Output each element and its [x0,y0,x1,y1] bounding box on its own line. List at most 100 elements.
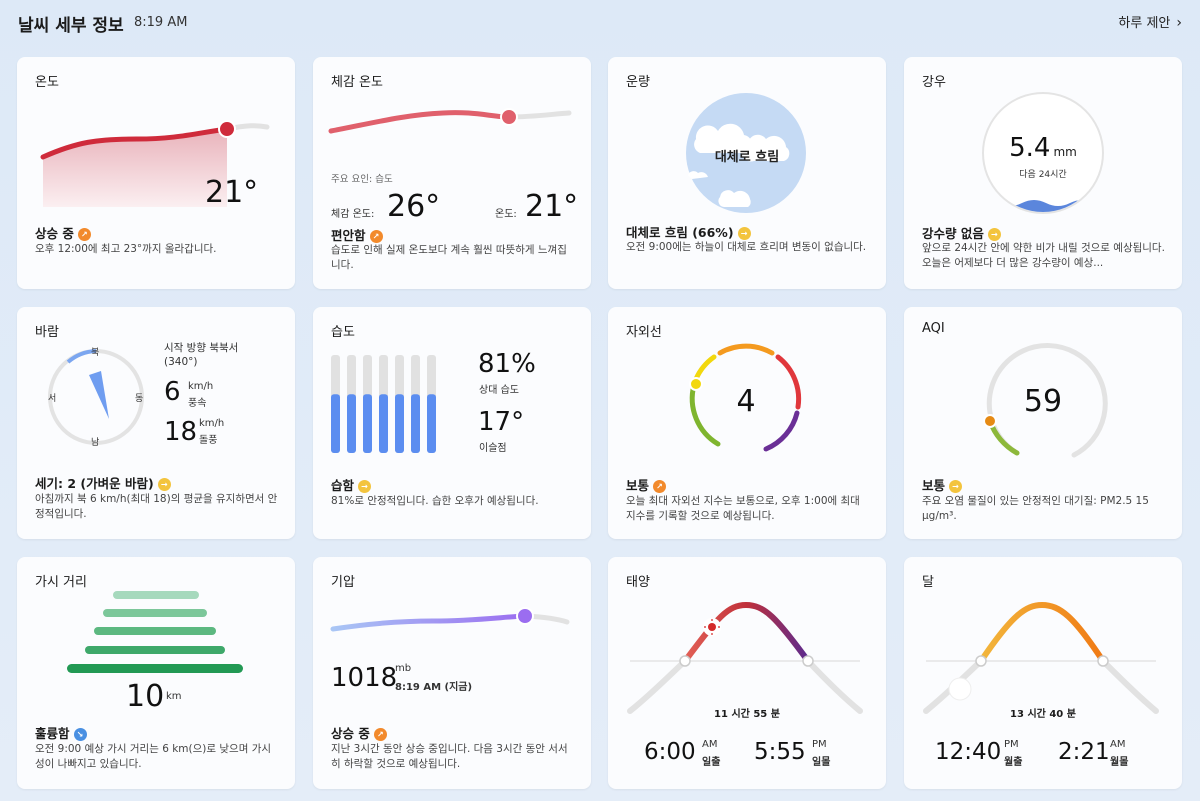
compass-north: 북 [91,348,100,358]
description: 오후 12:00에 최고 23°까지 올라갑니다. [35,243,217,255]
wind-degree: (340°) [164,356,198,368]
status-label: 훌륭함 ↘ [35,723,87,742]
description: 오전 9:00에는 하늘이 대체로 흐리며 변동이 없습니다. [626,241,867,253]
compass-south: 남 [91,438,100,448]
temperature-graph [40,120,270,207]
steady-icon: → [987,228,1001,241]
card-title: 가시 거리 [35,575,87,590]
status-label: 상승 중 ↗ [331,723,387,742]
humidity-bar-fill [395,394,404,453]
description: 81%로 안정적입니다. 습한 오후가 예상됩니다. [331,495,539,507]
card-title: 바람 [35,325,59,340]
moonrise-time: 12:40 [935,739,1002,765]
humidity-bar-fill [347,394,356,453]
humidity-bars [331,355,436,453]
uv-value: 4 [736,384,756,419]
card-title: 온도 [35,75,59,90]
sun-card[interactable]: 태양 11 시간 55 분 6:00 AM 일출 5:55 PM 일몰 [608,557,886,789]
moonrise-ampm: PM [1004,739,1019,750]
rain-amount: 5.4 mm [1009,133,1077,163]
main-factor: 주요 요인: 습도 [331,174,393,185]
visibility-value: 10 [126,679,165,714]
card-title: 강우 [922,75,946,90]
moon-duration: 13 시간 40 분 [1010,709,1076,720]
status-label: 강수량 없음 → [922,223,1001,242]
humidity-card[interactable]: 습도 81% 상대 습도 17° 이슬점 습함 → 81%로 안정적입니다. 습한… [313,307,591,539]
status-label: 대체로 흐림 (66%) → [626,222,751,241]
feels-like-graph [328,108,572,134]
daily-suggestion-link[interactable]: 하루 제안 › [1118,15,1182,31]
status-label: 세기: 2 (가벼운 바람) → [35,473,171,492]
card-title: 습도 [331,325,355,340]
moonset-ampm: AM [1110,739,1126,750]
uv-index-card[interactable]: 자외선 4 보통 ↗ 오늘 최대 자외선 지수는 보통으로, 오후 1:00에 최… [608,307,886,539]
trend-icon: ↗ [369,230,383,243]
temperature-card[interactable]: 온도 21° 상승 중 ↗ 오후 12:00에 최고 23°까지 올라갑니다. [17,57,295,289]
header: 날씨 세부 정보 8:19 AM 하루 제안 › [18,10,1182,40]
sunrise-time: 6:00 [644,739,696,765]
moonrise-label: 월출 [1004,757,1023,768]
steady-icon: → [358,480,372,493]
chevron-right-icon: › [1176,15,1182,31]
cloud-sky-graphic [686,93,806,213]
trend-up-icon: ↗ [77,228,91,241]
status-label: 습함 → [331,475,372,494]
description: 오늘 최대 자외선 지수는 보통으로, 오후 1:00에 최대 지수를 기록할 … [626,495,860,522]
trend-icon: ↗ [653,480,667,493]
wind-speed-unit: km/h [188,381,214,392]
pressure-unit: mb [395,663,412,674]
aqi-gauge [983,343,1108,458]
pressure-card[interactable]: 기압 1018 mb 8:19 AM (지금) 상승 중 ↗ 지난 3시간 동안 … [313,557,591,789]
status-label: 보통 → [922,475,963,494]
temp-label: 온도: [495,209,517,220]
sunset-time: 5:55 [754,739,806,765]
moonset-label: 월몰 [1110,757,1129,768]
pressure-time: 8:19 AM (지금) [395,682,473,693]
humidity-label: 상대 습도 [479,385,519,396]
description: 아침까지 북 6 km/h(최대 18)의 평균을 유지하면서 안정적입니다. [35,493,278,520]
card-title: 자외선 [626,325,662,340]
description: 앞으로 24시간 안에 약한 비가 내릴 것으로 예상됩니다. 오늘은 어제보다… [922,242,1165,269]
visibility-card[interactable]: 가시 거리 10 km 훌륭함 ↘ 오전 9:00 예상 가시 거리는 6 km(… [17,557,295,789]
feels-label: 체감 온도: [331,209,375,220]
precipitation-card[interactable]: 강우 5.4 mm 다음 24시간 강수량 없음 → 앞으로 24시간 안에 약한 … [904,57,1182,289]
sunset-ampm: PM [812,739,827,750]
wind-speed-label: 풍속 [188,398,207,409]
trend-down-icon: ↘ [73,728,87,741]
steady-icon: → [949,480,963,493]
feels-value: 26° [387,189,441,224]
moon-arc [923,601,1159,714]
moonset-time: 2:21 [1058,739,1110,765]
wind-direction: 시작 방향 북북서 [164,342,239,354]
wind-compass [48,349,144,445]
sunset-label: 일몰 [812,757,831,768]
sunrise-label: 일출 [702,757,721,768]
cloud-cover-card[interactable]: 운량 대체로 흐림 대체로 흐림 (66%) → 오전 9:00에는 하늘이 대체… [608,57,886,289]
visibility-bars [67,591,243,673]
humidity-value: 81% [478,349,536,379]
card-title: 달 [922,575,934,590]
card-title: 운량 [626,75,650,90]
temperature-value: 21° [205,175,259,210]
wind-speed: 6 [164,377,181,407]
compass-west: 서 [48,394,57,404]
dew-point-value: 17° [478,407,525,437]
feels-like-card[interactable]: 체감 온도 주요 요인: 습도 체감 온도: 26° 온도: 21° 편안함 ↗ … [313,57,591,289]
card-title: AQI [922,321,945,336]
steady-icon: → [157,478,171,491]
gust-label: 돌풍 [199,435,218,446]
sunrise-ampm: AM [702,739,718,750]
dew-point-label: 이슬점 [479,443,507,454]
status-label: 편안함 ↗ [331,225,383,244]
humidity-bar-fill [427,394,436,453]
visibility-unit: km [166,691,182,702]
daylight-duration: 11 시간 55 분 [714,709,780,720]
uv-gauge [689,343,802,452]
temp-value: 21° [525,189,579,224]
moon-card[interactable]: 달 13 시간 40 분 12:40 PM 월출 2:21 AM 월몰 [904,557,1182,789]
aqi-card[interactable]: AQI 59 보통 → 주요 오염 물질이 있는 안정적인 대기질: PM2.5 … [904,307,1182,539]
wind-card[interactable]: 바람 북 남 동 서 시작 방향 북북서 (340°) 6 km/h 풍속 18… [17,307,295,539]
description: 지난 3시간 동안 상승 중입니다. 다음 3시간 동안 서서히 하락할 것으로… [331,743,568,770]
gust-speed: 18 [164,417,198,447]
description: 주요 오염 물질이 있는 안정적인 대기질: PM2.5 15 µg/m³. [922,495,1149,522]
